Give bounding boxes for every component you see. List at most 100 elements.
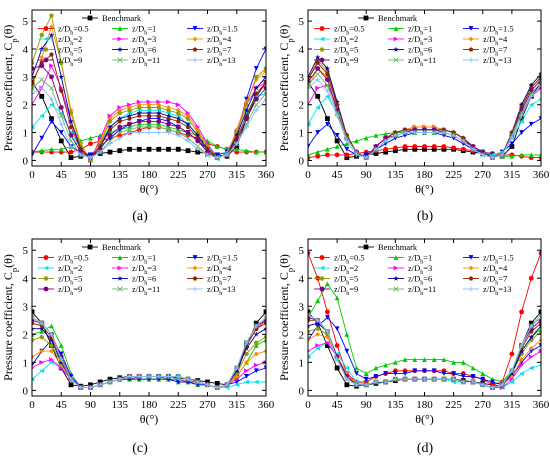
data-point — [354, 365, 359, 371]
data-point — [107, 149, 113, 155]
data-point — [127, 130, 132, 135]
data-point — [325, 77, 330, 83]
data-point — [263, 80, 266, 85]
data-point — [243, 121, 250, 127]
data-point — [431, 144, 437, 149]
data-point — [460, 359, 466, 365]
data-point — [538, 312, 541, 318]
data-point — [146, 124, 152, 130]
data-point — [422, 146, 427, 152]
x-tick-label: 0 — [305, 169, 311, 181]
data-point — [107, 141, 113, 147]
legend-label: z/Dh=5 — [58, 274, 82, 287]
data-point — [354, 152, 359, 158]
legend-label: z/Dh=0.5 — [58, 24, 89, 37]
data-point — [344, 331, 350, 337]
y-axis-title: Pressure coefficient, Cp(θ) — [277, 254, 295, 381]
data-point — [509, 379, 515, 385]
data-point — [117, 124, 123, 130]
chart-panel-3: 0 45 90 135 180 225 270 315 360012345θ(°)Pressur… — [1, 238, 275, 456]
y-tick-label: 2 — [23, 100, 29, 112]
data-point — [392, 148, 398, 154]
data-point — [528, 323, 534, 329]
x-tick-label: 135 — [387, 399, 404, 411]
data-point — [325, 315, 330, 320]
data-point — [39, 32, 45, 38]
legend-label: z/Dh=13 — [483, 55, 512, 68]
data-point — [325, 152, 330, 158]
data-point — [49, 323, 54, 329]
data-point — [314, 71, 321, 77]
data-point — [490, 379, 495, 385]
legend-marker — [393, 26, 399, 31]
data-point — [518, 101, 525, 108]
x-tick-label: 90 — [361, 399, 373, 411]
data-point — [166, 116, 171, 121]
data-point — [185, 121, 191, 127]
data-point — [325, 309, 330, 315]
data-point — [441, 144, 447, 149]
legend-marker — [393, 255, 399, 260]
data-point — [253, 320, 259, 326]
data-point — [263, 309, 266, 315]
data-point — [32, 376, 35, 382]
data-point — [334, 99, 340, 105]
data-point — [175, 129, 181, 136]
legend-label: z/Dh=6 — [132, 45, 156, 58]
data-point — [538, 348, 541, 354]
series-line — [308, 59, 541, 159]
y-tick-label: 1 — [299, 128, 305, 140]
y-tick-label: 5 — [299, 245, 305, 257]
data-point — [402, 376, 408, 382]
data-point — [244, 379, 249, 385]
data-point — [412, 368, 418, 374]
legend-marker — [468, 36, 474, 42]
data-point — [166, 130, 171, 135]
data-point — [136, 99, 142, 105]
data-point — [538, 343, 541, 348]
legend-marker — [192, 255, 198, 260]
data-point — [126, 127, 133, 133]
data-point — [509, 141, 515, 147]
data-point — [68, 132, 74, 138]
data-point — [107, 379, 113, 385]
data-point — [49, 24, 54, 30]
x-tick-label: 270 — [199, 169, 216, 181]
legend-marker — [319, 36, 325, 42]
x-tick-label: 315 — [229, 169, 246, 181]
x-axis-title: θ(°) — [140, 182, 159, 196]
legend-marker — [117, 286, 123, 292]
y-axis-title: Pressure coefficient, Cp(θ) — [277, 25, 295, 152]
data-point — [441, 357, 447, 362]
data-point — [175, 124, 181, 130]
legend-label: z/Dh=3 — [132, 34, 156, 47]
series-group — [32, 13, 266, 163]
data-point — [185, 138, 191, 144]
data-point — [146, 119, 152, 124]
data-point — [166, 99, 171, 105]
data-point — [470, 373, 476, 379]
legend-label: z/Dh=1.5 — [207, 24, 238, 37]
data-point — [49, 331, 54, 337]
data-point — [32, 354, 35, 360]
legend-marker — [117, 57, 123, 63]
data-point — [315, 85, 321, 91]
data-point — [334, 326, 340, 332]
data-point — [48, 32, 55, 38]
data-point — [344, 138, 350, 144]
data-point — [538, 82, 541, 88]
data-point — [373, 151, 379, 156]
data-point — [519, 113, 524, 119]
data-point — [39, 46, 45, 52]
legend-marker — [87, 15, 93, 21]
data-point — [136, 146, 142, 152]
data-point — [107, 127, 113, 132]
data-point — [334, 113, 340, 119]
data-point — [308, 354, 311, 360]
legend-marker — [319, 286, 325, 292]
chart-panel-1: 0 45 90 135 180 225 270 315 360012345θ(°)Pressur… — [1, 9, 275, 224]
data-point — [39, 335, 45, 340]
data-point — [224, 152, 230, 158]
y-tick-label: 5 — [23, 16, 29, 28]
